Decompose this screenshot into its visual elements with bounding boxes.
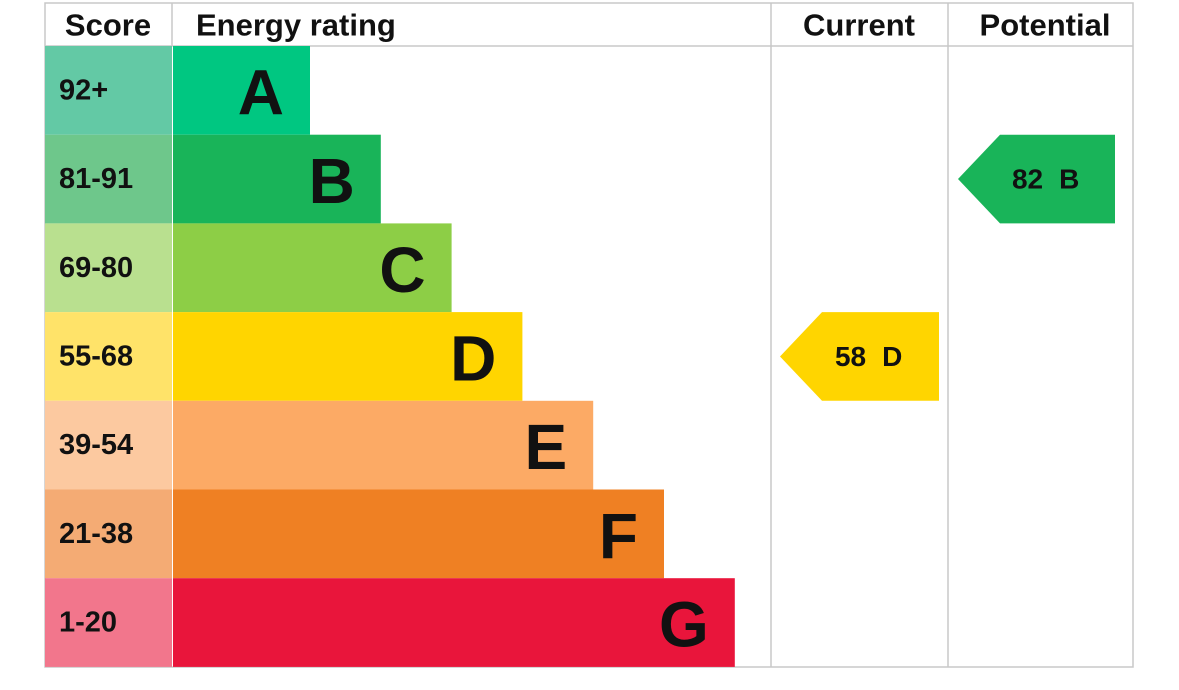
score-range: 1-20 xyxy=(59,607,117,639)
score-range: 55-68 xyxy=(59,340,133,372)
rating-bar xyxy=(173,134,381,224)
potential-rating: B xyxy=(1059,164,1079,195)
score-cell xyxy=(45,312,172,401)
rating-bar xyxy=(173,400,594,490)
score-range: 39-54 xyxy=(59,429,133,461)
rating-letter: A xyxy=(238,56,284,128)
score-cell xyxy=(45,134,172,224)
current-score: 58 xyxy=(835,341,866,372)
score-range: 69-80 xyxy=(59,252,133,284)
rating-bar xyxy=(173,223,452,313)
rating-letter: C xyxy=(379,234,425,306)
score-range: 21-38 xyxy=(59,518,133,550)
score-cell xyxy=(45,489,172,579)
score-range: 81-91 xyxy=(59,163,133,195)
potential-arrow xyxy=(958,134,1115,224)
score-cell xyxy=(45,578,172,667)
header-energy-rating: Energy rating xyxy=(196,8,396,43)
header-score: Score xyxy=(65,8,151,43)
rating-letter: D xyxy=(450,322,496,394)
rating-letter: E xyxy=(525,411,568,483)
score-cell xyxy=(45,223,172,313)
score-cell xyxy=(45,400,172,490)
rating-letter: G xyxy=(659,589,709,661)
rating-bar xyxy=(173,489,664,579)
header-current: Current xyxy=(803,8,915,43)
potential-score: 82 xyxy=(1012,164,1043,195)
header-potential: Potential xyxy=(980,8,1111,43)
rating-bar xyxy=(173,46,310,135)
rating-bar xyxy=(173,312,523,401)
score-cell xyxy=(45,46,172,135)
current-rating: D xyxy=(882,341,902,372)
current-arrow xyxy=(780,312,939,401)
rating-letter: F xyxy=(599,500,638,572)
rating-letter: B xyxy=(309,145,355,217)
rating-bar xyxy=(173,578,735,667)
score-range: 92+ xyxy=(59,74,108,106)
